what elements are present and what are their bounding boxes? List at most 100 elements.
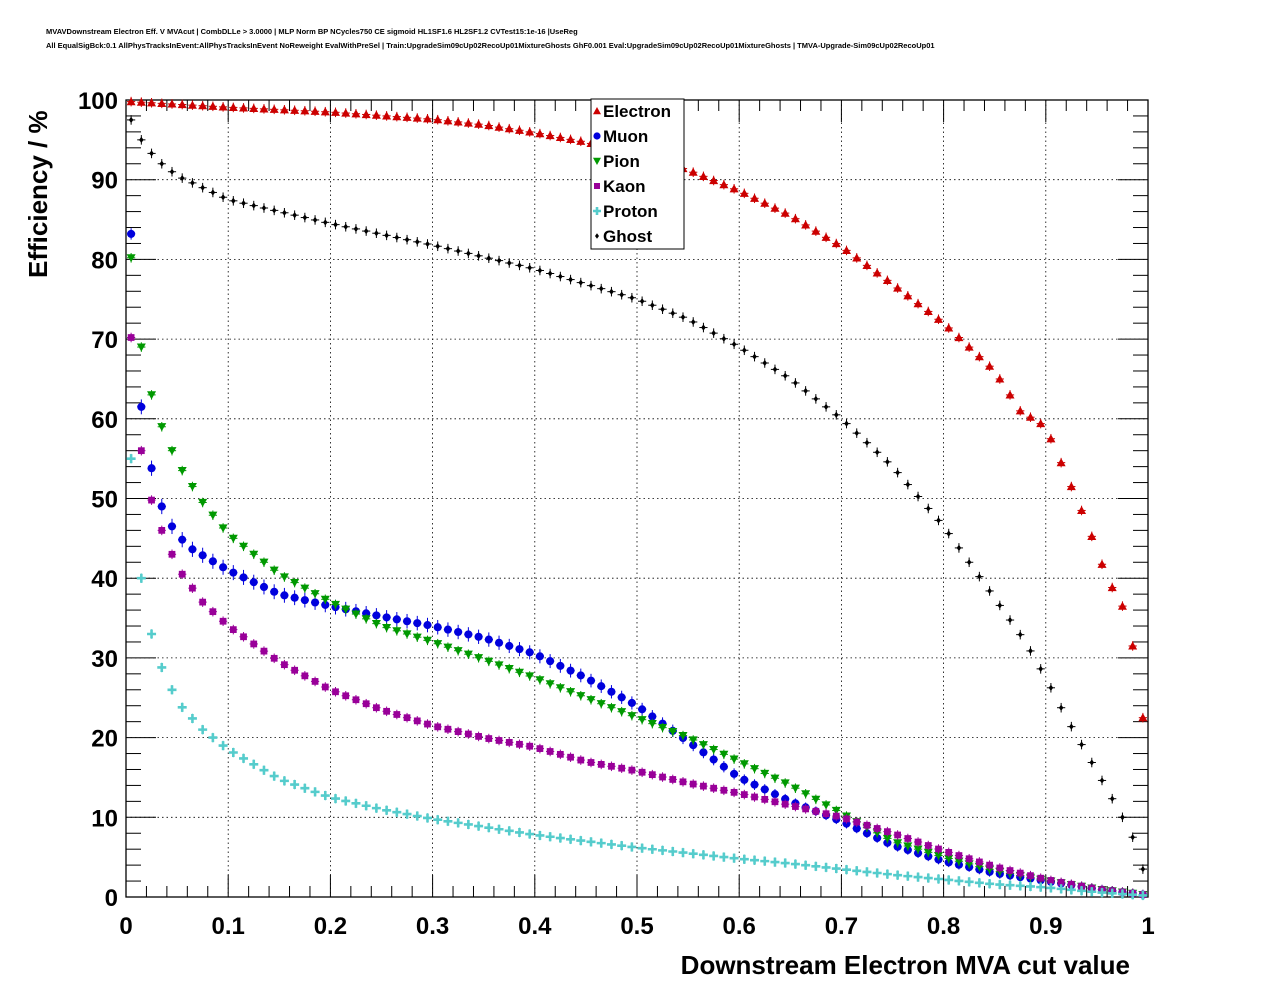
data-point (933, 874, 943, 884)
data-point (688, 167, 698, 176)
data-point (760, 785, 769, 794)
data-point (545, 680, 555, 689)
data-point (199, 598, 207, 606)
data-point (229, 626, 237, 633)
data-point (946, 530, 951, 537)
data-point (1015, 406, 1025, 415)
data-point (842, 865, 852, 875)
data-point (484, 121, 494, 130)
data-point (231, 197, 236, 204)
data-point (382, 613, 391, 622)
data-point (1027, 872, 1034, 880)
data-point (535, 676, 545, 685)
data-point (700, 782, 707, 790)
data-point (282, 209, 287, 216)
data-point (476, 252, 481, 259)
data-point (740, 791, 748, 798)
data-point (239, 542, 249, 551)
data-point (320, 791, 330, 801)
data-point (128, 116, 134, 124)
data-point (527, 264, 532, 271)
data-point (701, 324, 706, 331)
data-point (504, 826, 514, 836)
data-point (648, 771, 656, 779)
data-point (834, 411, 839, 418)
data-point (729, 755, 739, 764)
data-point (229, 568, 238, 577)
data-point (269, 104, 279, 113)
data-point (545, 131, 555, 140)
data-point (913, 845, 923, 854)
data-point (362, 700, 370, 708)
data-point (954, 333, 964, 342)
data-point (147, 464, 156, 473)
y-tick-label: 20 (91, 726, 118, 753)
data-point (300, 596, 309, 605)
data-point (844, 420, 849, 427)
data-point (772, 366, 778, 373)
data-point (1087, 887, 1097, 897)
data-point (730, 788, 738, 796)
data-point (660, 306, 665, 313)
data-point (435, 243, 440, 250)
data-point (526, 742, 534, 750)
data-point (956, 544, 962, 552)
data-point (566, 134, 576, 143)
data-point (689, 741, 698, 750)
data-point (373, 704, 380, 712)
data-point (1117, 889, 1127, 899)
data-point (547, 270, 553, 277)
data-point (750, 765, 760, 774)
legend-marker-muon (593, 132, 601, 140)
data-point (588, 282, 594, 289)
data-point (555, 132, 565, 142)
data-point (343, 223, 348, 230)
data-point (823, 403, 829, 410)
data-point (361, 109, 371, 119)
data-point (792, 803, 799, 810)
data-point (505, 641, 514, 650)
data-point (208, 557, 217, 566)
header-line-2: All EqualSigBck:0.1 AllPhysTracksInEvent… (46, 41, 935, 50)
data-point (576, 136, 586, 145)
legend-marker-kaon (594, 183, 600, 189)
data-point (228, 534, 238, 543)
data-point (494, 122, 504, 131)
data-point (1007, 616, 1013, 624)
data-point (474, 119, 484, 128)
data-point (454, 627, 463, 637)
data-point (412, 113, 422, 122)
data-point (1099, 777, 1105, 784)
data-point (556, 750, 564, 758)
data-point (586, 676, 596, 685)
data-point (422, 114, 432, 123)
data-point (790, 214, 800, 223)
data-point (637, 843, 647, 853)
data-point (280, 591, 289, 600)
data-point (638, 768, 646, 776)
data-point (453, 647, 463, 656)
data-point (987, 587, 992, 595)
data-point (903, 871, 913, 881)
data-point (269, 566, 279, 575)
data-point (688, 736, 698, 745)
data-point (1066, 885, 1076, 895)
data-point (719, 750, 729, 759)
data-point (412, 633, 422, 642)
data-point (750, 193, 760, 202)
data-point (259, 558, 269, 567)
data-point (576, 671, 585, 680)
data-point (1036, 882, 1046, 892)
data-point (402, 112, 412, 121)
data-point (597, 761, 605, 768)
data-point (689, 780, 697, 788)
data-point (882, 869, 892, 879)
data-point (167, 447, 177, 456)
data-point (290, 105, 300, 114)
x-tick-label: 1 (1141, 913, 1154, 940)
data-point (1128, 641, 1138, 650)
data-point (629, 294, 635, 301)
data-point (985, 879, 995, 889)
data-point (177, 702, 187, 712)
data-point (393, 711, 401, 718)
